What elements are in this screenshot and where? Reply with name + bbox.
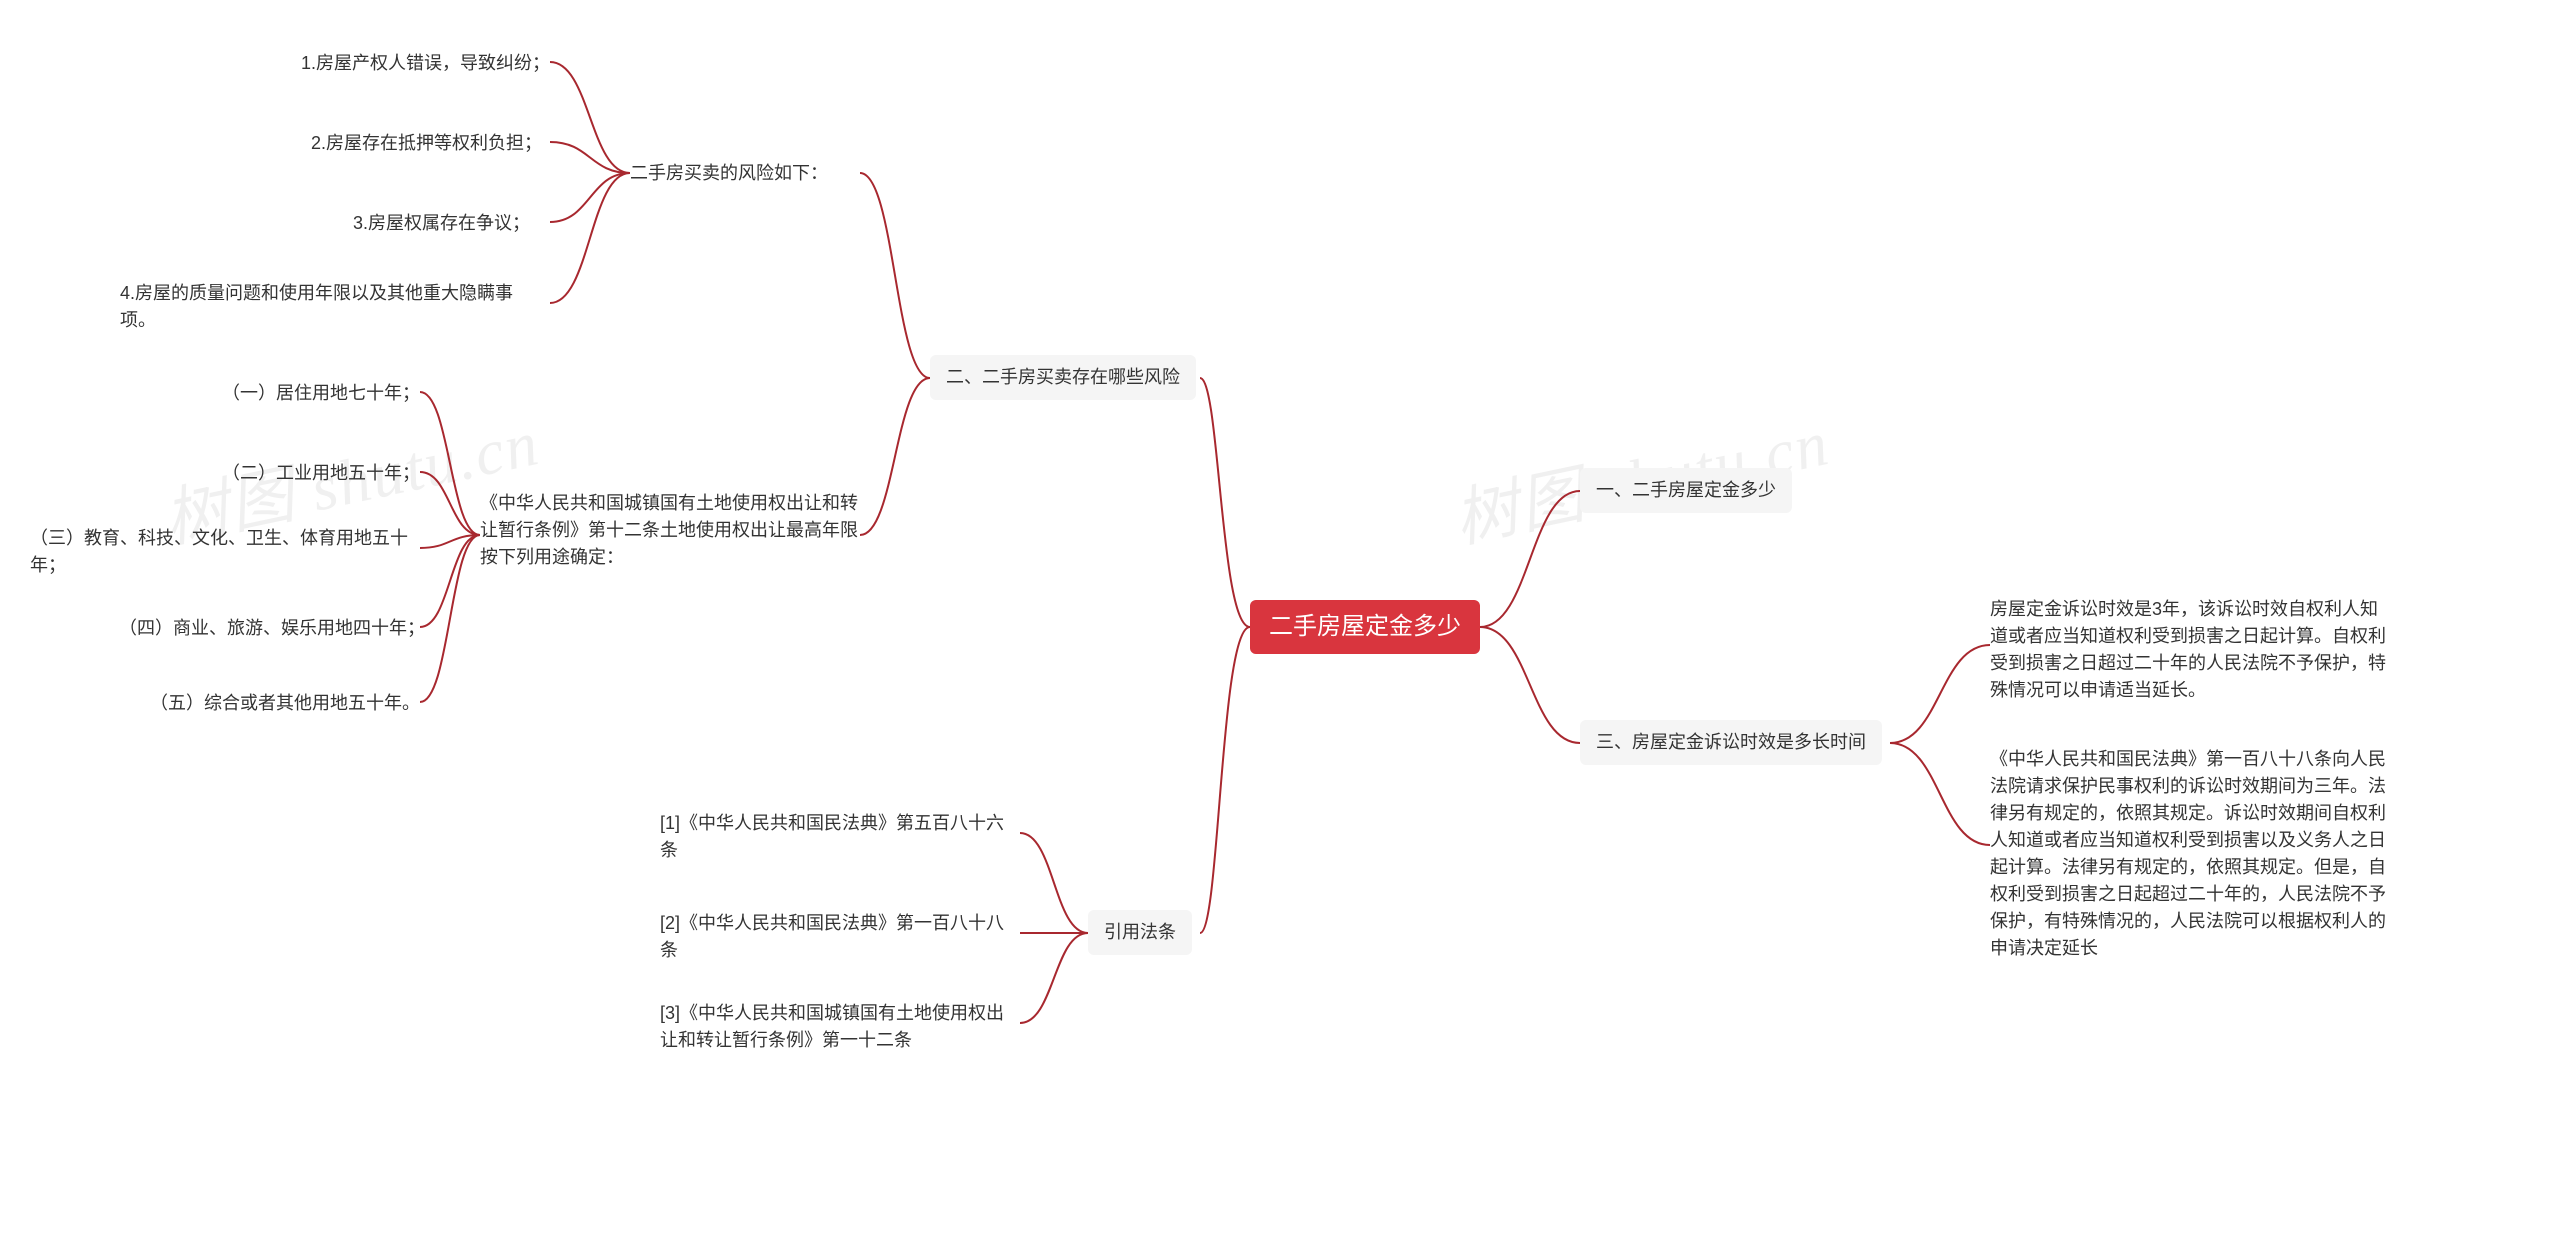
leaf-l2a-0: 1.房屋产权人错误，导致纠纷； bbox=[250, 50, 550, 77]
leaf-l4-0: [1]《中华人民共和国民法典》第五百八十六条 bbox=[660, 810, 1020, 864]
root-node: 二手房屋定金多少 bbox=[1250, 600, 1480, 654]
leaf-l4-2: [3]《中华人民共和国城镇国有土地使用权出让和转让暂行条例》第一十二条 bbox=[660, 1000, 1020, 1054]
leaf-r3-1: 《中华人民共和国民法典》第一百八十八条向人民法院请求保护民事权利的诉讼时效期间为… bbox=[1990, 746, 2390, 962]
branch-r3: 三、房屋定金诉讼时效是多长时间 bbox=[1580, 720, 1882, 765]
leaf-l2b-1: （二）工业用地五十年； bbox=[190, 460, 420, 487]
leaf-l2b-3: （四）商业、旅游、娱乐用地四十年； bbox=[95, 615, 425, 642]
branch-l2: 二、二手房买卖存在哪些风险 bbox=[930, 355, 1196, 400]
leaf-l2a-3: 4.房屋的质量问题和使用年限以及其他重大隐瞒事项。 bbox=[120, 280, 530, 334]
leaf-r3-0: 房屋定金诉讼时效是3年，该诉讼时效自权利人知道或者应当知道权利受到损害之日起计算… bbox=[1990, 596, 2390, 704]
branch-r1: 一、二手房屋定金多少 bbox=[1580, 468, 1792, 513]
sub-l2a: 二手房买卖的风险如下： bbox=[630, 160, 860, 187]
leaf-l2b-2: （三）教育、科技、文化、卫生、体育用地五十年； bbox=[30, 525, 420, 579]
sub-l2b: 《中华人民共和国城镇国有土地使用权出让和转让暂行条例》第十二条土地使用权出让最高… bbox=[480, 490, 860, 571]
leaf-l2b-4: （五）综合或者其他用地五十年。 bbox=[130, 690, 420, 717]
leaf-l2a-1: 2.房屋存在抵押等权利负担； bbox=[262, 130, 542, 157]
leaf-l2b-0: （一）居住用地七十年； bbox=[190, 380, 420, 407]
branch-l4: 引用法条 bbox=[1088, 910, 1192, 955]
leaf-l2a-2: 3.房屋权属存在争议； bbox=[310, 210, 530, 237]
leaf-l4-1: [2]《中华人民共和国民法典》第一百八十八条 bbox=[660, 910, 1020, 964]
